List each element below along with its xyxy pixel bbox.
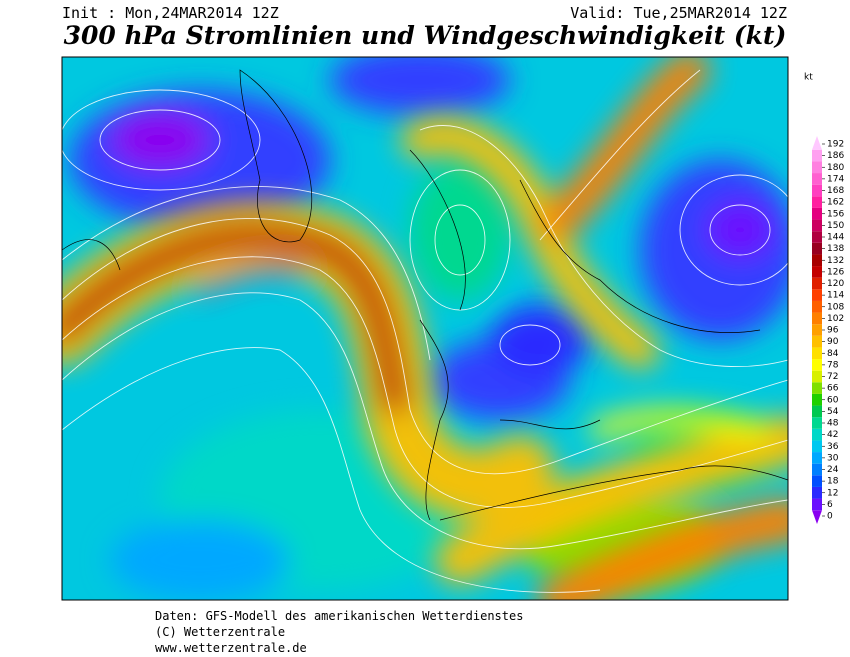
colorbar-cell — [812, 184, 822, 197]
colorbar-label: 18 — [827, 477, 839, 487]
colorbar-cell — [812, 266, 822, 278]
colorbar-label: 144 — [827, 233, 844, 243]
colorbar-cell — [812, 277, 822, 290]
colorbar-cell — [812, 510, 822, 524]
colorbar-label: 180 — [827, 163, 844, 173]
colorbar-cell — [812, 242, 822, 255]
colorbar-label: 192 — [827, 140, 844, 150]
colorbar-cell — [812, 428, 822, 441]
footer-url: www.wetterzentrale.de — [155, 641, 307, 655]
colorbar-label: 42 — [827, 430, 838, 440]
colorbar-label: 108 — [827, 302, 844, 312]
colorbar-cell — [812, 359, 822, 371]
colorbar-label: 138 — [827, 244, 844, 254]
colorbar-label: 102 — [827, 314, 844, 324]
colorbar-label: 174 — [827, 174, 844, 184]
colorbar-cell — [812, 312, 822, 325]
colorbar-label: 36 — [827, 442, 839, 452]
map-title: 300 hPa Stromlinien und Windgeschwindigk… — [64, 21, 787, 50]
footer-copyright: (C) Wetterzentrale — [155, 625, 285, 639]
colorbar-cell — [812, 452, 822, 464]
colorbar-label: 78 — [827, 360, 839, 370]
colorbar-cell — [812, 405, 822, 418]
colorbar-label: 186 — [827, 151, 844, 161]
colorbar-label: 24 — [827, 465, 839, 475]
colorbar-label: 156 — [827, 209, 844, 219]
valid-time: Valid: Tue,25MAR2014 12Z — [570, 4, 787, 22]
colorbar-cell — [812, 300, 822, 313]
colorbar-cell — [812, 231, 822, 243]
colorbar-label: 66 — [827, 384, 839, 394]
colorbar-label: 120 — [827, 279, 844, 289]
colorbar-label: 150 — [827, 221, 844, 231]
colorbar-label: 132 — [827, 256, 844, 266]
colorbar-cell — [812, 196, 822, 208]
colorbar-label: 90 — [827, 337, 839, 347]
colorbar-label: 12 — [827, 488, 838, 498]
colorbar-cell — [812, 173, 822, 185]
colorbar-cell — [812, 289, 822, 301]
colorbar-label: 72 — [827, 372, 838, 382]
colorbar-cell — [812, 393, 822, 406]
colorbar-label: 84 — [827, 349, 839, 359]
colorbar-label: 54 — [827, 407, 839, 417]
colorbar-cell — [812, 475, 822, 487]
colorbar-cell — [812, 324, 822, 336]
colorbar-cell — [812, 417, 822, 429]
colorbar-label: 114 — [827, 291, 844, 301]
map-frame — [61, 56, 789, 601]
colorbar-cell — [812, 347, 822, 360]
colorbar-unit: kt — [804, 73, 813, 83]
colorbar-label: 30 — [827, 453, 839, 463]
colorbar-cell — [812, 463, 822, 476]
colorbar-cell — [812, 149, 822, 162]
colorbar-cell — [812, 440, 822, 453]
colorbar-label: 168 — [827, 186, 844, 196]
wind-map — [62, 57, 788, 600]
colorbar-label: 96 — [827, 326, 839, 336]
colorbar-label: 6 — [827, 500, 833, 510]
colorbar-cell — [812, 254, 822, 267]
colorbar-cell — [812, 207, 822, 220]
colorbar-cell — [812, 219, 822, 232]
colorbar-label: 162 — [827, 198, 844, 208]
colorbar-cell — [812, 498, 822, 511]
colorbar-label: 126 — [827, 267, 844, 277]
colorbar-cell — [812, 382, 822, 394]
init-time: Init : Mon,24MAR2014 12Z — [62, 4, 279, 22]
colorbar-cell — [812, 370, 822, 383]
colorbar-cell — [812, 486, 822, 499]
colorbar-label: 48 — [827, 419, 839, 429]
colorbar-label: 60 — [827, 395, 839, 405]
colorbar-cell — [812, 161, 822, 174]
colorbar-label: 0 — [827, 512, 833, 522]
colorbar-cell — [812, 335, 822, 348]
colorbar-cell — [812, 136, 822, 150]
footer-source: Daten: GFS-Modell des amerikanischen Wet… — [155, 609, 523, 623]
